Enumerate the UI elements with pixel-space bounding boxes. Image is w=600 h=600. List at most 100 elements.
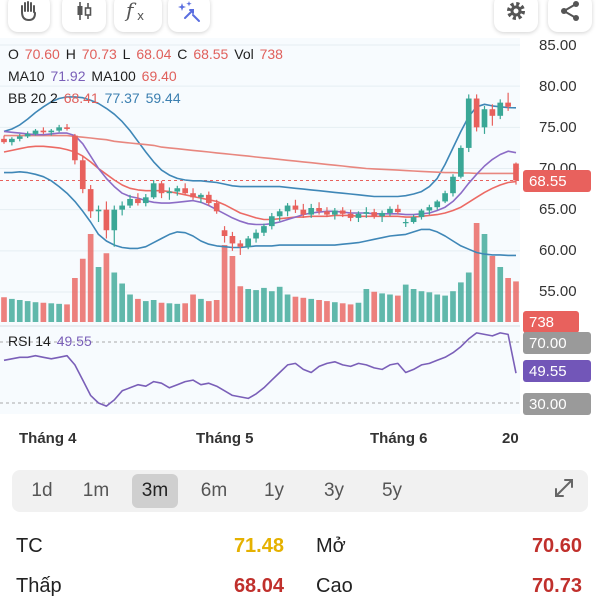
close-value: 68.55 — [193, 46, 229, 62]
candle-body — [142, 197, 149, 204]
range-5y[interactable]: 5y — [381, 480, 403, 501]
volume-bar — [72, 278, 78, 322]
volume-bar — [9, 298, 15, 322]
volume-bar — [253, 290, 259, 322]
auto-analysis-button[interactable] — [168, 0, 210, 32]
volume-bar — [245, 289, 252, 322]
volume-bar — [347, 304, 354, 322]
bb-mid-line — [3, 145, 517, 221]
volume-bar — [48, 303, 55, 322]
candle-body — [127, 198, 133, 206]
chart-background — [0, 38, 520, 414]
range-3y[interactable]: 3y — [323, 480, 345, 501]
volume-bar — [355, 302, 362, 322]
rsi-legend: RSI 14 49.55 — [8, 333, 94, 349]
rsi-line — [3, 332, 517, 407]
candle-body — [458, 147, 464, 177]
magic-icon — [176, 0, 202, 29]
volume-bar — [339, 303, 346, 322]
candle-body — [395, 208, 401, 213]
candle-body — [339, 210, 346, 214]
volume-bar — [513, 281, 519, 322]
chart-type-button[interactable] — [62, 0, 106, 32]
candle-body — [402, 222, 409, 224]
low-stat-label: Thấp — [16, 575, 62, 597]
volume-bar — [190, 294, 196, 322]
candle-body — [64, 127, 70, 129]
volume-bar — [465, 272, 472, 322]
candle-body — [1, 138, 7, 143]
volume-bar — [268, 291, 275, 322]
candle-body — [79, 160, 86, 190]
candle-body — [87, 189, 94, 212]
price-chart[interactable] — [0, 0, 600, 420]
range-3m[interactable]: 3m — [132, 474, 178, 508]
volume-bar — [198, 298, 204, 322]
ma100-line — [4, 134, 516, 175]
bb-lower-value: 59.44 — [145, 90, 181, 106]
volume-bar — [1, 297, 7, 322]
volume-bar — [292, 296, 299, 322]
candle-body — [32, 130, 39, 134]
y-tick: 80.00 — [539, 78, 577, 95]
volume-bar — [395, 295, 401, 322]
candle-body — [473, 98, 480, 128]
ma-legend: MA10 71.92 MA100 69.40 — [8, 68, 179, 84]
volume-bar — [276, 286, 283, 322]
range-6m[interactable]: 6m — [200, 480, 228, 501]
range-1y[interactable]: 1y — [263, 480, 285, 501]
rsi-upper-tag: 70.00 — [523, 332, 591, 354]
volume-bar — [16, 300, 23, 322]
volume-bar — [284, 294, 291, 322]
volume-bar — [379, 293, 385, 322]
volume-bar — [237, 286, 244, 322]
volume-bar — [142, 301, 149, 322]
range-1m[interactable]: 1m — [82, 480, 110, 501]
volume-bar — [300, 297, 307, 322]
expand-icon — [553, 477, 575, 505]
candle-body — [355, 213, 362, 218]
volume-bar — [158, 302, 165, 322]
volume-bar — [40, 302, 47, 322]
candle-body — [489, 109, 496, 116]
candle-body — [158, 183, 165, 194]
volume-bar — [308, 298, 315, 322]
candle-body — [213, 203, 220, 212]
hand-icon — [16, 0, 42, 29]
y-tick: 85.00 — [539, 37, 577, 54]
open-stat-value: 70.60 — [531, 535, 582, 557]
close-label: C — [177, 46, 188, 62]
volume-bar — [434, 294, 441, 322]
x-label-june: Tháng 6 — [370, 430, 428, 447]
bb-upper-value: 77.37 — [104, 90, 140, 106]
candle-body — [182, 188, 189, 194]
candle-body — [268, 216, 275, 227]
gear-icon — [504, 0, 528, 28]
rsi-current-tag: 49.55 — [523, 360, 591, 382]
ma10-line — [3, 130, 517, 226]
candle-body — [363, 212, 370, 214]
y-tick: 55.00 — [539, 283, 577, 300]
settings-button[interactable] — [494, 0, 538, 32]
volume-bar — [497, 267, 504, 322]
moving-averages — [3, 130, 517, 226]
candle-body — [166, 191, 173, 194]
candle-body — [48, 130, 55, 133]
candle-body — [276, 211, 283, 217]
drawing-tool-button[interactable] — [8, 0, 50, 32]
volume-bar — [418, 291, 425, 322]
fullscreen-button[interactable] — [544, 474, 584, 508]
share-icon — [558, 0, 582, 28]
volume-label: Vol — [234, 46, 254, 62]
low-value: 68.04 — [136, 46, 172, 62]
candle-body — [229, 236, 236, 244]
volume-bar — [166, 303, 173, 322]
high-label: H — [65, 46, 76, 62]
volume-bar — [324, 301, 330, 322]
volume-bar — [261, 287, 267, 322]
share-button[interactable] — [548, 0, 592, 32]
range-1d[interactable]: 1d — [31, 480, 53, 501]
bollinger-bands — [3, 96, 517, 257]
